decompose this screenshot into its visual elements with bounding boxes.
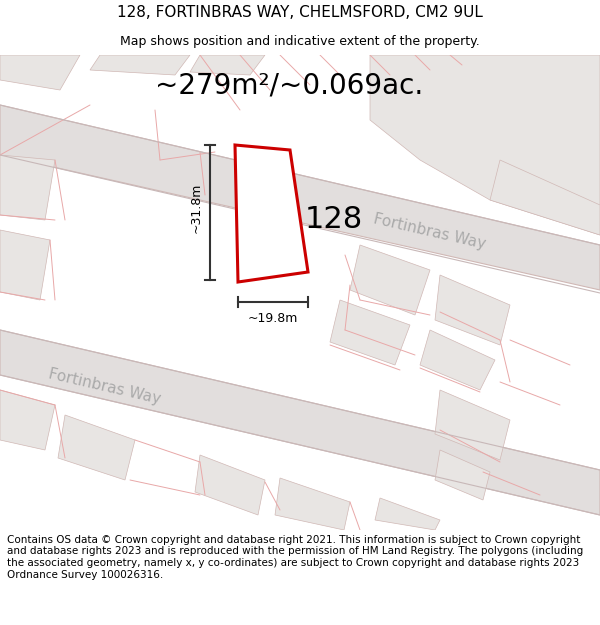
Polygon shape <box>370 55 600 235</box>
Text: Map shows position and indicative extent of the property.: Map shows position and indicative extent… <box>120 35 480 48</box>
Text: 128: 128 <box>305 206 363 234</box>
Polygon shape <box>90 55 190 75</box>
Polygon shape <box>490 160 600 235</box>
Polygon shape <box>375 498 440 530</box>
Text: ~19.8m: ~19.8m <box>248 312 298 325</box>
Polygon shape <box>420 330 495 390</box>
Polygon shape <box>275 478 350 530</box>
Text: Fortinbras Way: Fortinbras Way <box>47 367 163 408</box>
Text: ~279m²/~0.069ac.: ~279m²/~0.069ac. <box>155 71 423 99</box>
Polygon shape <box>0 330 600 515</box>
Polygon shape <box>0 55 80 90</box>
Polygon shape <box>190 55 265 75</box>
Polygon shape <box>330 300 410 365</box>
Text: ~31.8m: ~31.8m <box>190 182 203 232</box>
Polygon shape <box>350 245 430 315</box>
Text: Contains OS data © Crown copyright and database right 2021. This information is : Contains OS data © Crown copyright and d… <box>7 535 583 579</box>
Polygon shape <box>0 155 55 220</box>
Text: Fortinbras Way: Fortinbras Way <box>373 212 488 253</box>
Polygon shape <box>435 275 510 345</box>
Polygon shape <box>435 450 490 500</box>
Polygon shape <box>58 415 135 480</box>
Polygon shape <box>0 390 55 450</box>
Polygon shape <box>0 230 50 300</box>
Polygon shape <box>0 105 600 290</box>
Polygon shape <box>235 145 308 282</box>
Polygon shape <box>435 390 510 460</box>
Text: 128, FORTINBRAS WAY, CHELMSFORD, CM2 9UL: 128, FORTINBRAS WAY, CHELMSFORD, CM2 9UL <box>117 4 483 19</box>
Polygon shape <box>195 455 265 515</box>
